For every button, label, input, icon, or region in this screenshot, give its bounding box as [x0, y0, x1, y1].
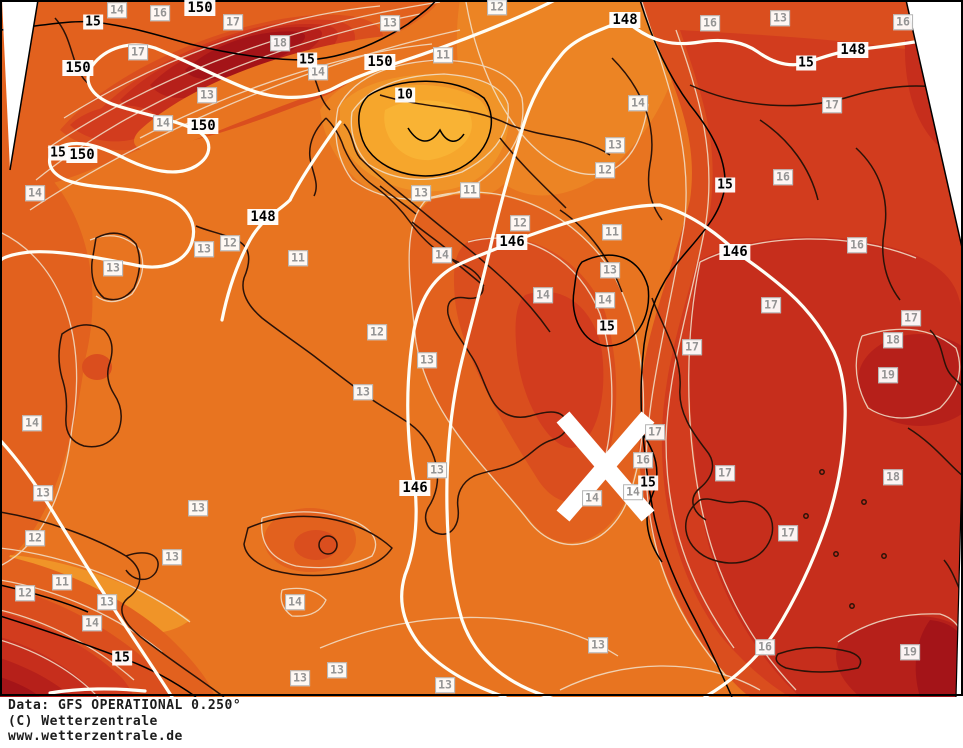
temperature-label: 14: [22, 415, 42, 431]
geopotential-label: 150: [364, 54, 396, 70]
footer-bar: Data: GFS OPERATIONAL 0.250° (C) Wetterz…: [0, 697, 963, 748]
temperature-label: 12: [510, 215, 530, 231]
coastlines: [0, 17, 963, 697]
temperature-label: 14: [595, 292, 615, 308]
copyright-line: (C) Wetterzentrale: [8, 713, 158, 729]
temperature-label: 19: [878, 367, 898, 383]
temperature-label: 13: [290, 670, 310, 686]
temperature-label: 16: [633, 452, 653, 468]
geopotential-label: 150: [187, 118, 219, 134]
geopotential-label: 146: [399, 480, 431, 496]
temperature-label: 17: [778, 525, 798, 541]
temperature-label: 12: [25, 530, 45, 546]
temperature-label: 15: [83, 14, 103, 30]
temperature-label: 15: [48, 145, 68, 161]
temperature-label: 13: [605, 137, 625, 153]
temperature-label: 18: [270, 35, 290, 51]
website-line: www.wetterzentrale.de: [8, 729, 183, 744]
temperature-label: 17: [128, 44, 148, 60]
temperature-label: 17: [715, 465, 735, 481]
geopotential-label: 146: [719, 244, 751, 260]
geopotential-label: 150: [184, 0, 216, 16]
temperature-label: 19: [900, 644, 920, 660]
temperature-label: 13: [353, 384, 373, 400]
temperature-label: 16: [893, 14, 913, 30]
temperature-label: 15: [597, 319, 617, 335]
temperature-label: 14: [582, 490, 602, 506]
temperature-label: 14: [628, 95, 648, 111]
temperature-label: 16: [773, 169, 793, 185]
temperature-label: 15: [638, 475, 658, 491]
temperature-label: 13: [197, 87, 217, 103]
temperature-label: 11: [288, 250, 308, 266]
temperature-label: 15: [796, 55, 816, 71]
temperature-label: 13: [435, 677, 455, 693]
temperature-label: 14: [153, 115, 173, 131]
temperature-label: 10: [395, 87, 415, 103]
temperature-label: 11: [52, 574, 72, 590]
map-frame: [0, 0, 963, 696]
temperature-label: 13: [417, 352, 437, 368]
geopotential-lines: [0, 0, 963, 697]
temperature-label: 12: [367, 324, 387, 340]
map-area: 14 16 17 18 17 14 13 14 14 12 13 11 14 13 12 13 11 16 13 16…: [0, 0, 963, 697]
temperature-label: 13: [103, 260, 123, 276]
temperature-label: 12: [220, 235, 240, 251]
temperature-label: 17: [761, 297, 781, 313]
temperature-label: 17: [223, 14, 243, 30]
temperature-label: 16: [150, 5, 170, 21]
geopotential-label: 150: [66, 147, 98, 163]
temperature-label: 17: [901, 310, 921, 326]
temperature-label: 15: [715, 177, 735, 193]
geopotential-label: 150: [62, 60, 94, 76]
temperature-label: 13: [411, 185, 431, 201]
geopotential-label: 146: [496, 234, 528, 250]
data-source-line: Data: GFS OPERATIONAL 0.250°: [8, 698, 242, 713]
temperature-label: 13: [97, 594, 117, 610]
temperature-label: 14: [107, 2, 127, 18]
temperature-label: 17: [822, 97, 842, 113]
temperature-label: 14: [285, 594, 305, 610]
temperature-label: 14: [533, 287, 553, 303]
temperature-label: 13: [162, 549, 182, 565]
temperature-label: 13: [327, 662, 347, 678]
temperature-label: 12: [595, 162, 615, 178]
temperature-label: 14: [25, 185, 45, 201]
temperature-label: 15: [112, 650, 132, 666]
temperature-label: 14: [432, 247, 452, 263]
temperature-label: 13: [33, 485, 53, 501]
temperature-label: 18: [883, 332, 903, 348]
temperature-label: 13: [194, 241, 214, 257]
temperature-label: 14: [82, 615, 102, 631]
temperature-label: 16: [847, 237, 867, 253]
temperature-label: 17: [645, 424, 665, 440]
temperature-map-svg: [0, 0, 963, 697]
footer-credits: Data: GFS OPERATIONAL 0.250° (C) Wetterz…: [8, 698, 241, 745]
temperature-label: 16: [755, 639, 775, 655]
temperature-label: 14: [308, 64, 328, 80]
temperature-label: 14: [623, 484, 643, 500]
temperature-label: 15: [297, 52, 317, 68]
geopotential-label: 148: [247, 209, 279, 225]
geopotential-label: 148: [837, 42, 869, 58]
temperature-label: 13: [600, 262, 620, 278]
temperature-label: 18: [883, 469, 903, 485]
temperature-label: 13: [380, 15, 400, 31]
temperature-label: 13: [770, 10, 790, 26]
temperature-label: 13: [588, 637, 608, 653]
temperature-label: 13: [188, 500, 208, 516]
temperature-label: 12: [15, 585, 35, 601]
temperature-label: 17: [682, 339, 702, 355]
temperature-label: 16: [700, 15, 720, 31]
geopotential-label: 148: [609, 12, 641, 28]
temperature-label: 11: [433, 47, 453, 63]
temperature-label: 11: [460, 182, 480, 198]
temperature-label: 11: [602, 224, 622, 240]
temperature-label: 13: [427, 462, 447, 478]
temperature-label: 12: [487, 0, 507, 15]
